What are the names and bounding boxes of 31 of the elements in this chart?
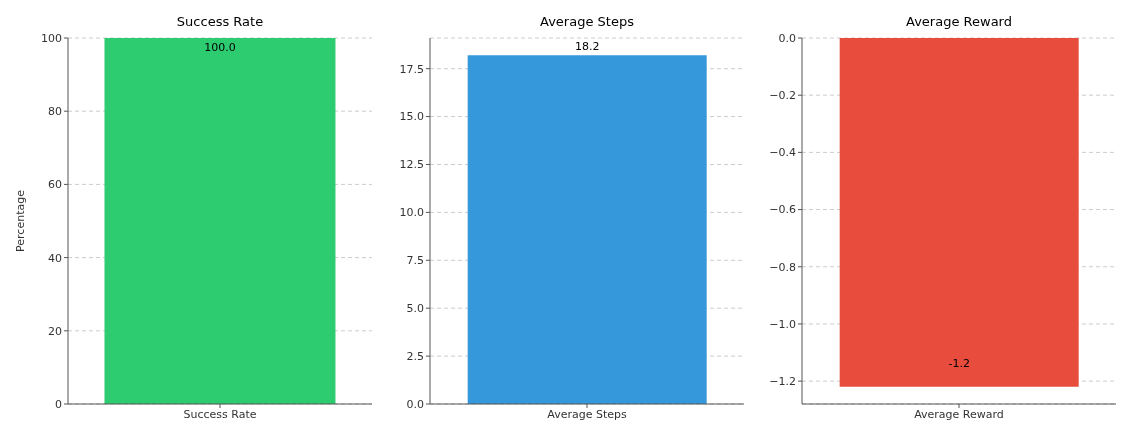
y-tick-label: −0.2 <box>769 89 796 103</box>
chart-title: Average Steps <box>539 14 635 29</box>
y-tick-label: −1.2 <box>769 375 796 389</box>
y-tick-label: 0 <box>55 397 62 411</box>
data-label: -1.2 <box>948 356 970 370</box>
y-tick-label: 20 <box>48 324 62 338</box>
y-tick-label: 5.0 <box>406 302 424 316</box>
x-tick-label: Average Reward <box>914 407 1004 421</box>
y-tick-label: 40 <box>48 251 62 265</box>
y-tick-label: 12.5 <box>399 158 424 172</box>
y-tick-label: −0.4 <box>769 146 796 160</box>
y-axis-title: Percentage <box>13 189 27 252</box>
y-tick-label: −1.0 <box>769 317 796 331</box>
x-tick-label: Average Steps <box>547 407 627 421</box>
y-tick-label: 0.0 <box>778 31 796 45</box>
y-tick-label: 10.0 <box>399 206 424 220</box>
y-tick-label: 100 <box>41 31 62 45</box>
chart-title: Average Reward <box>905 14 1013 29</box>
y-tick-label: 2.5 <box>406 350 424 363</box>
data-label: 100.0 <box>204 40 236 54</box>
y-tick-label: 60 <box>48 178 62 192</box>
y-tick-label: 7.5 <box>406 254 424 268</box>
data-label: 18.2 <box>574 40 600 54</box>
y-tick-label: 80 <box>48 105 62 119</box>
x-tick-label: Success Rate <box>183 407 257 421</box>
y-tick-label: −0.6 <box>769 203 796 217</box>
y-tick-label: 0.0 <box>406 397 424 411</box>
y-tick-label: 15.0 <box>399 110 424 124</box>
y-tick-label: 17.5 <box>399 62 424 76</box>
y-tick-label: −0.8 <box>769 260 796 274</box>
chart-title: Success Rate <box>175 14 265 29</box>
